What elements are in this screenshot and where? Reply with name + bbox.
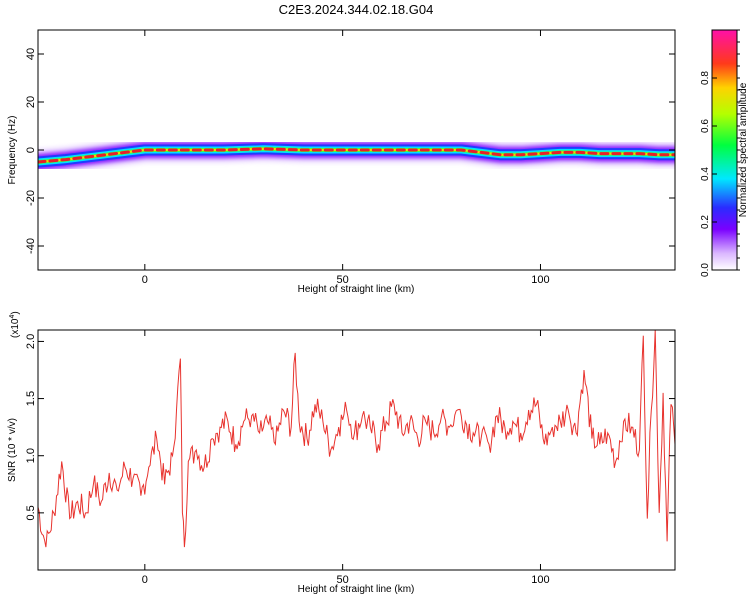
snr-x-ticks: 0 50 100 bbox=[142, 330, 550, 586]
y-tick-label: 0 bbox=[25, 147, 37, 153]
y-tick-label: -40 bbox=[25, 238, 37, 254]
y-tick-label: 2.0 bbox=[25, 334, 37, 349]
spectrogram-y-label: Frequency (Hz) bbox=[7, 116, 18, 185]
chart-title: C2E3.2024.344.02.18.G04 bbox=[279, 2, 434, 17]
colorbar-tick-label: 0.2 bbox=[700, 215, 711, 229]
spectrogram-x-ticks: 0 50 100 bbox=[142, 30, 550, 286]
spectrogram-panel: C2E3.2024.344.02.18.G04 0 50 100 -40 -20 0 20… bbox=[7, 2, 676, 295]
colorbar-tick-label: 0.8 bbox=[700, 71, 711, 85]
colorbar-scale bbox=[711, 29, 738, 271]
x-tick-label: 0 bbox=[142, 274, 148, 286]
snr-multiplier-exp: 4 bbox=[9, 315, 16, 319]
y-tick-label: 0.5 bbox=[25, 505, 37, 520]
y-tick-label: 40 bbox=[25, 48, 37, 60]
spectrogram-ridge bbox=[38, 135, 675, 175]
x-tick-label: 100 bbox=[531, 274, 549, 286]
y-tick-label: 1.0 bbox=[25, 448, 37, 463]
x-tick-label: 50 bbox=[337, 274, 349, 286]
spectrogram-y-ticks: -40 -20 0 20 40 bbox=[25, 48, 675, 254]
y-tick-label: 20 bbox=[25, 96, 37, 108]
colorbar-tick-label: 0.0 bbox=[700, 263, 711, 277]
snr-panel: 0 50 100 0.5 1.0 1.5 2.0 Height of straight l… bbox=[7, 311, 676, 595]
snr-x-label: Height of straight line (km) bbox=[298, 584, 415, 595]
colorbar-ticks: 0.0 0.2 0.4 0.6 0.8 bbox=[700, 29, 740, 277]
y-tick-label: 1.5 bbox=[25, 391, 37, 406]
ridge-peak bbox=[38, 147, 675, 164]
spectrogram-x-label: Height of straight line (km) bbox=[298, 284, 415, 295]
snr-y-label: SNR (10 * v/v) bbox=[7, 418, 18, 482]
colorbar-tick-label: 0.6 bbox=[700, 119, 711, 133]
snr-frame bbox=[37, 329, 676, 571]
snr-multiplier-close: ) bbox=[10, 311, 21, 314]
x-tick-label: 50 bbox=[337, 574, 349, 586]
snr-series-line bbox=[38, 330, 675, 548]
y-tick-label: -20 bbox=[25, 190, 37, 206]
x-tick-label: 0 bbox=[142, 574, 148, 586]
colorbar: 0.0 0.2 0.4 0.6 0.8 Normalized spectral ampl… bbox=[700, 29, 749, 277]
snr-multiplier: (x104) bbox=[9, 311, 21, 338]
snr-y-ticks: 0.5 1.0 1.5 2.0 bbox=[25, 334, 675, 521]
x-tick-label: 100 bbox=[531, 574, 549, 586]
colorbar-tick-label: 0.4 bbox=[700, 167, 711, 181]
svg-text:(x104): (x104) bbox=[9, 311, 21, 338]
colorbar-label: Normalized spectral amplitude bbox=[738, 82, 749, 217]
snr-multiplier-base: (x10 bbox=[10, 318, 21, 338]
